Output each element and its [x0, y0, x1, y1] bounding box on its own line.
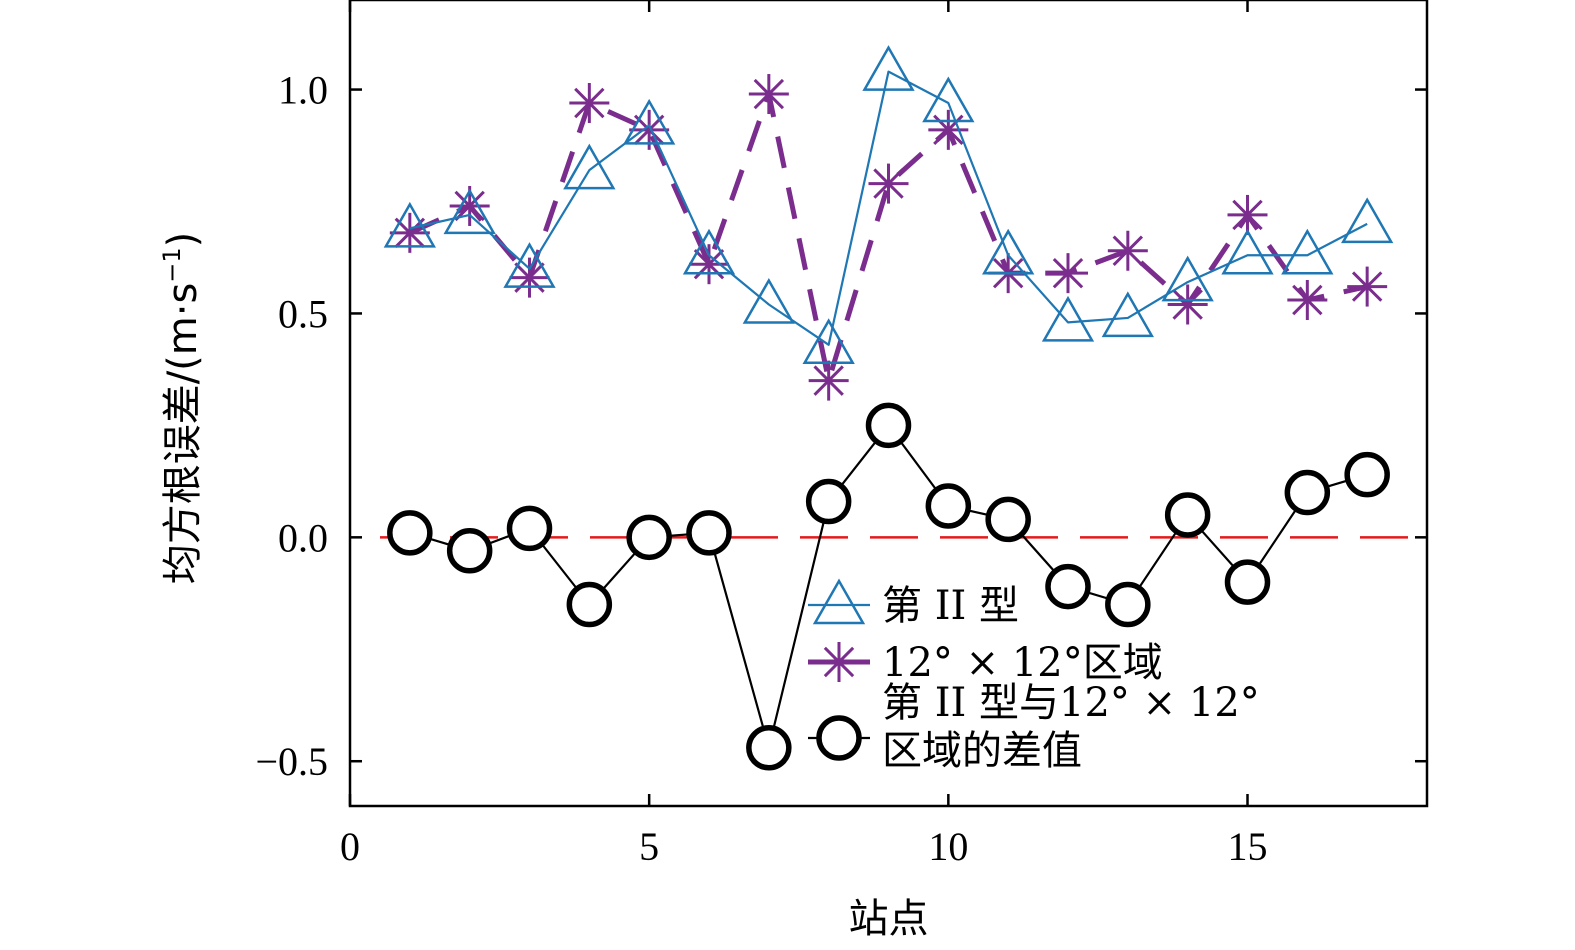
data-point-star: [1227, 194, 1268, 235]
data-point-star: [1107, 230, 1148, 271]
legend-label: 区域的差值: [882, 728, 1082, 774]
series-star: [389, 74, 1388, 401]
data-point-circle: [1164, 492, 1211, 538]
data-point-circle: [1224, 559, 1271, 605]
tick-layer: 0 5 10 15 −0.5 0.0 0.5 1.0: [255, 0, 1427, 869]
data-point-circle: [1105, 581, 1151, 628]
data-point-triangle: [1161, 255, 1214, 302]
data-point-star: [1347, 266, 1388, 307]
legend-label: 12° × 12°区域: [882, 640, 1163, 686]
data-point-star: [748, 74, 789, 115]
data-point-star: [509, 257, 550, 298]
data-point-circle: [865, 402, 912, 449]
x-tick-label: 5: [639, 824, 659, 869]
data-point-triangle: [383, 201, 436, 248]
legend-marker-triangle: [812, 578, 866, 625]
series-layer: [383, 45, 1394, 771]
y-axis-title-superscript: −1: [158, 247, 186, 282]
data-point-triangle: [682, 228, 736, 275]
data-point-triangle: [503, 242, 556, 288]
data-point-triangle: [1041, 295, 1095, 342]
legend-marker-circle: [816, 715, 862, 761]
data-point-circle: [626, 514, 672, 561]
y-tick-label: 1.0: [278, 68, 328, 113]
data-point-star: [868, 163, 909, 204]
data-point-star: [1167, 284, 1208, 325]
legend-marker-star: [819, 642, 859, 682]
data-point-triangle: [742, 277, 795, 324]
data-point-star: [1048, 253, 1088, 294]
data-point-triangle: [623, 98, 676, 145]
series-triangle: [383, 45, 1394, 365]
data-point-triangle: [862, 45, 915, 91]
data-point-circle: [925, 483, 972, 529]
x-tick-label: 15: [1228, 824, 1268, 869]
data-point-circle: [566, 581, 613, 628]
data-point-star: [1287, 280, 1328, 321]
y-tick-label: 0.5: [278, 291, 328, 336]
data-point-triangle: [982, 228, 1035, 275]
data-point-triangle: [802, 318, 855, 365]
data-point-triangle: [922, 76, 975, 123]
series-line-triangle: [409, 70, 1368, 346]
data-point-star: [569, 82, 610, 123]
data-point-triangle: [1341, 197, 1394, 244]
data-point-circle: [506, 505, 553, 552]
data-point-circle: [387, 510, 433, 556]
plot-frame: [348, 0, 1429, 808]
y-tick-label: −0.5: [255, 739, 328, 784]
data-point-triangle: [1281, 228, 1334, 275]
x-tick-label: 10: [928, 824, 968, 869]
data-point-circle: [746, 725, 792, 771]
data-point-circle: [686, 510, 732, 556]
data-point-star: [928, 109, 969, 150]
data-point-triangle: [443, 188, 496, 235]
data-point-triangle: [563, 143, 616, 190]
data-point-triangle: [1221, 228, 1274, 275]
data-point-circle: [805, 478, 852, 525]
x-tick-label: 0: [340, 824, 360, 869]
y-axis-title-main: 均方根误差/(m·s: [160, 283, 206, 585]
y-axis-title-close: ): [160, 232, 206, 248]
data-point-circle: [1344, 451, 1390, 498]
legend-label: 第 II 型与12° × 12°: [882, 680, 1260, 726]
data-point-circle: [446, 528, 493, 574]
series-circle: [387, 402, 1390, 771]
data-point-circle: [1045, 563, 1091, 610]
x-axis-title: 站点: [849, 896, 929, 942]
y-axis-title: 均方根误差/(m·s−1): [158, 232, 206, 585]
data-point-star: [808, 360, 849, 401]
legend-label: 第 II 型: [882, 583, 1019, 629]
data-point-circle: [1284, 469, 1331, 516]
data-point-star: [689, 244, 729, 285]
series-line-star: [408, 91, 1368, 384]
data-point-triangle: [1101, 291, 1154, 338]
data-point-circle: [985, 496, 1031, 543]
legend: 第 II 型 12° × 12°区域第 II 型与12° × 12°区域的差值: [808, 578, 1260, 774]
y-tick-label: 0.0: [278, 515, 328, 560]
